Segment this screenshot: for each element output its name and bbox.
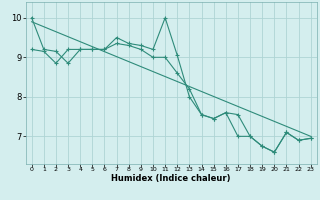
X-axis label: Humidex (Indice chaleur): Humidex (Indice chaleur) [111, 174, 231, 183]
